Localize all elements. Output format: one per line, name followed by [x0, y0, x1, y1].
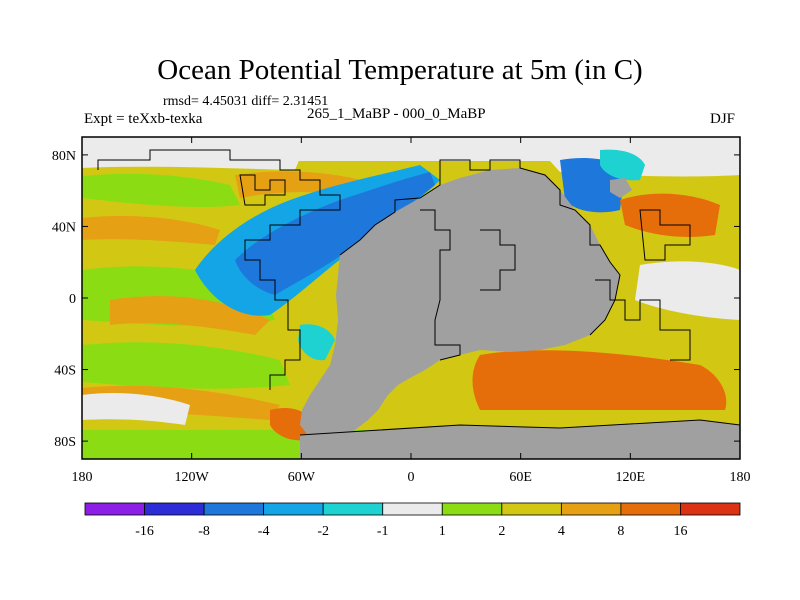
lon-tick-label: 120E [616, 470, 646, 485]
field-white-west-pacific [82, 393, 190, 425]
colorbar-swatch [560, 502, 622, 516]
colorbar-swatch [203, 502, 265, 516]
subtitle: 265_1_MaBP - 000_0_MaBP [307, 106, 486, 122]
lat-tick-label: 40N [52, 220, 76, 235]
field-cyan-east [600, 149, 645, 181]
colorbar-swatch [263, 502, 324, 516]
colorbar-swatch [144, 502, 205, 516]
colorbar-swatch [501, 502, 562, 516]
experiment-label: Expt = teXxb-texka [84, 111, 203, 127]
lon-ticks: 180 120W 60W 0 60E 120E 180 [72, 137, 751, 485]
lon-tick-label: 120W [175, 470, 210, 485]
coastlines [97, 149, 740, 436]
lat-tick-label: 0 [69, 292, 76, 307]
colorbar-label: -16 [135, 524, 154, 539]
stats-label: rmsd= 4.45031 diff= 2.31451 [163, 94, 329, 109]
lon-tick-label: 60E [509, 470, 532, 485]
colorbar-swatch [680, 502, 741, 516]
map-field [82, 137, 740, 459]
field-green-south-pacific [82, 342, 290, 389]
colorbar-label: 1 [439, 524, 446, 539]
colorbar-swatch [84, 502, 145, 516]
colorbar: -16 -8 -4 -2 -1 1 2 4 8 16 [84, 502, 741, 539]
colorbar-label: -2 [317, 524, 329, 539]
colorbar-swatch [382, 502, 443, 516]
field-white-east-pacific [635, 261, 740, 320]
colorbar-swatch [620, 502, 681, 516]
plot-title: Ocean Potential Temperature at 5m (in C) [157, 54, 643, 86]
colorbar-swatch [322, 502, 384, 516]
field-darkorange-northeast [620, 193, 720, 237]
lon-tick-label: 180 [730, 470, 751, 485]
field-cyan-south [298, 324, 335, 361]
lon-tick-label: 180 [72, 470, 93, 485]
field-orange-pacific-north [82, 215, 220, 245]
land-pangaea [300, 168, 620, 443]
colorbar-label: 2 [498, 524, 505, 539]
land-island [610, 178, 632, 198]
lat-tick-label: 80N [52, 149, 76, 164]
lon-tick-label: 0 [408, 470, 415, 485]
colorbar-label: 8 [617, 524, 624, 539]
lat-tick-label: 80S [54, 435, 76, 450]
field-white-north-pacific [82, 143, 300, 170]
field-darkorange-west [270, 408, 310, 441]
field-darkorange-southeast [472, 350, 727, 410]
colorbar-label: -8 [198, 524, 210, 539]
colorbar-label: 4 [558, 524, 565, 539]
lat-tick-label: 40S [54, 364, 76, 379]
lat-ticks: 80N 40N 0 40S 80S [52, 149, 740, 450]
lon-tick-label: 60W [288, 470, 316, 485]
colorbar-swatch [441, 502, 503, 516]
field-green-north-pacific [82, 173, 240, 208]
land-southern-strip [300, 420, 740, 459]
colorbar-label: 16 [673, 524, 687, 539]
colorbar-label: -1 [377, 524, 389, 539]
season-label: DJF [710, 111, 736, 127]
field-blue-atlantic [235, 172, 435, 295]
colorbar-label: -4 [258, 524, 270, 539]
